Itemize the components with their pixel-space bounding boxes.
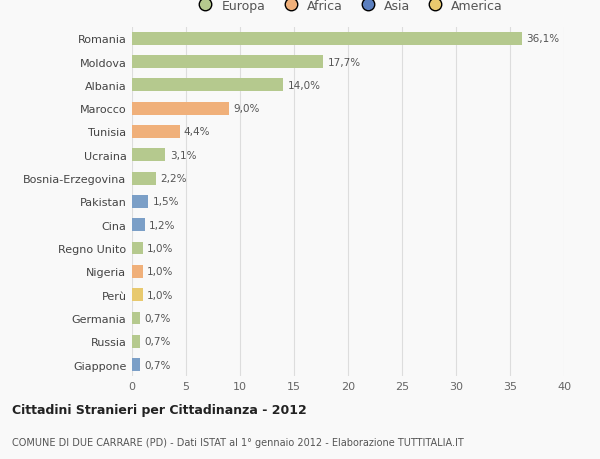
Text: 4,4%: 4,4% (184, 127, 211, 137)
Bar (132, 219, 145, 232)
Bar (132, 126, 179, 139)
Bar (132, 242, 143, 255)
Legend: Europa, Africa, Asia, America: Europa, Africa, Asia, America (188, 0, 508, 18)
Bar (132, 265, 143, 278)
Text: Cittadini Stranieri per Cittadinanza - 2012: Cittadini Stranieri per Cittadinanza - 2… (12, 403, 307, 416)
Bar (132, 358, 140, 371)
Bar (132, 196, 148, 208)
Bar (132, 79, 283, 92)
Bar (132, 172, 156, 185)
Bar (132, 149, 166, 162)
Text: 3,1%: 3,1% (170, 151, 196, 161)
Text: 1,5%: 1,5% (152, 197, 179, 207)
Bar (132, 335, 140, 348)
Text: 0,7%: 0,7% (144, 313, 170, 323)
Text: 36,1%: 36,1% (526, 34, 559, 44)
Text: 1,0%: 1,0% (147, 243, 173, 253)
Bar (132, 289, 143, 302)
Text: 1,0%: 1,0% (147, 290, 173, 300)
Bar (132, 56, 323, 69)
Bar (132, 33, 522, 45)
Text: 0,7%: 0,7% (144, 336, 170, 347)
Text: 14,0%: 14,0% (287, 81, 320, 91)
Text: 1,0%: 1,0% (147, 267, 173, 277)
Text: 0,7%: 0,7% (144, 360, 170, 370)
Text: COMUNE DI DUE CARRARE (PD) - Dati ISTAT al 1° gennaio 2012 - Elaborazione TUTTIT: COMUNE DI DUE CARRARE (PD) - Dati ISTAT … (12, 437, 464, 447)
Bar (132, 102, 229, 115)
Text: 17,7%: 17,7% (328, 57, 361, 67)
Text: 1,2%: 1,2% (149, 220, 176, 230)
Text: 2,2%: 2,2% (160, 174, 187, 184)
Bar (132, 312, 140, 325)
Text: 9,0%: 9,0% (233, 104, 260, 114)
